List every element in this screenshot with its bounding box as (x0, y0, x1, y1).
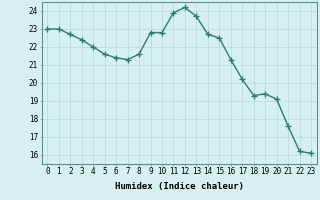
X-axis label: Humidex (Indice chaleur): Humidex (Indice chaleur) (115, 182, 244, 191)
